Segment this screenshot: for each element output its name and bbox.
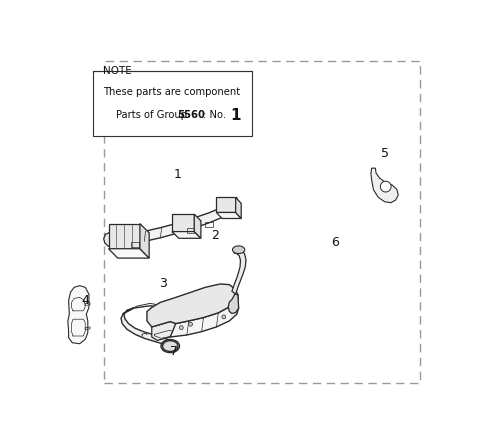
Text: 1: 1 xyxy=(230,108,241,123)
Polygon shape xyxy=(172,214,194,232)
Circle shape xyxy=(222,315,226,319)
Polygon shape xyxy=(194,214,201,238)
Text: 5: 5 xyxy=(381,146,389,160)
Ellipse shape xyxy=(232,246,245,254)
Polygon shape xyxy=(108,249,149,258)
Polygon shape xyxy=(371,168,398,203)
Polygon shape xyxy=(121,308,170,347)
Polygon shape xyxy=(152,322,176,341)
Text: 5560: 5560 xyxy=(177,110,205,120)
Ellipse shape xyxy=(163,341,178,351)
Text: NOTE: NOTE xyxy=(103,66,132,76)
Text: : No.: : No. xyxy=(200,110,227,120)
Text: These parts are component: These parts are component xyxy=(104,87,240,97)
Polygon shape xyxy=(216,198,236,212)
Circle shape xyxy=(380,181,391,192)
Polygon shape xyxy=(147,284,238,327)
Text: 1: 1 xyxy=(174,168,181,181)
Text: 6: 6 xyxy=(331,235,339,249)
Text: 2: 2 xyxy=(211,229,218,242)
Text: 4: 4 xyxy=(81,294,89,307)
Polygon shape xyxy=(170,295,239,337)
Circle shape xyxy=(180,326,183,330)
Polygon shape xyxy=(216,212,241,218)
Polygon shape xyxy=(119,198,237,245)
Polygon shape xyxy=(236,198,241,218)
Polygon shape xyxy=(172,232,201,238)
Polygon shape xyxy=(104,232,119,247)
Text: 7: 7 xyxy=(170,344,178,358)
Bar xyxy=(93,71,252,136)
Circle shape xyxy=(189,322,192,326)
Polygon shape xyxy=(108,224,140,249)
Polygon shape xyxy=(232,249,246,294)
Bar xyxy=(104,61,420,383)
Text: 3: 3 xyxy=(159,277,167,290)
Polygon shape xyxy=(68,286,89,344)
Polygon shape xyxy=(140,224,149,258)
Text: Parts of Group: Parts of Group xyxy=(116,110,187,120)
Polygon shape xyxy=(228,294,239,313)
